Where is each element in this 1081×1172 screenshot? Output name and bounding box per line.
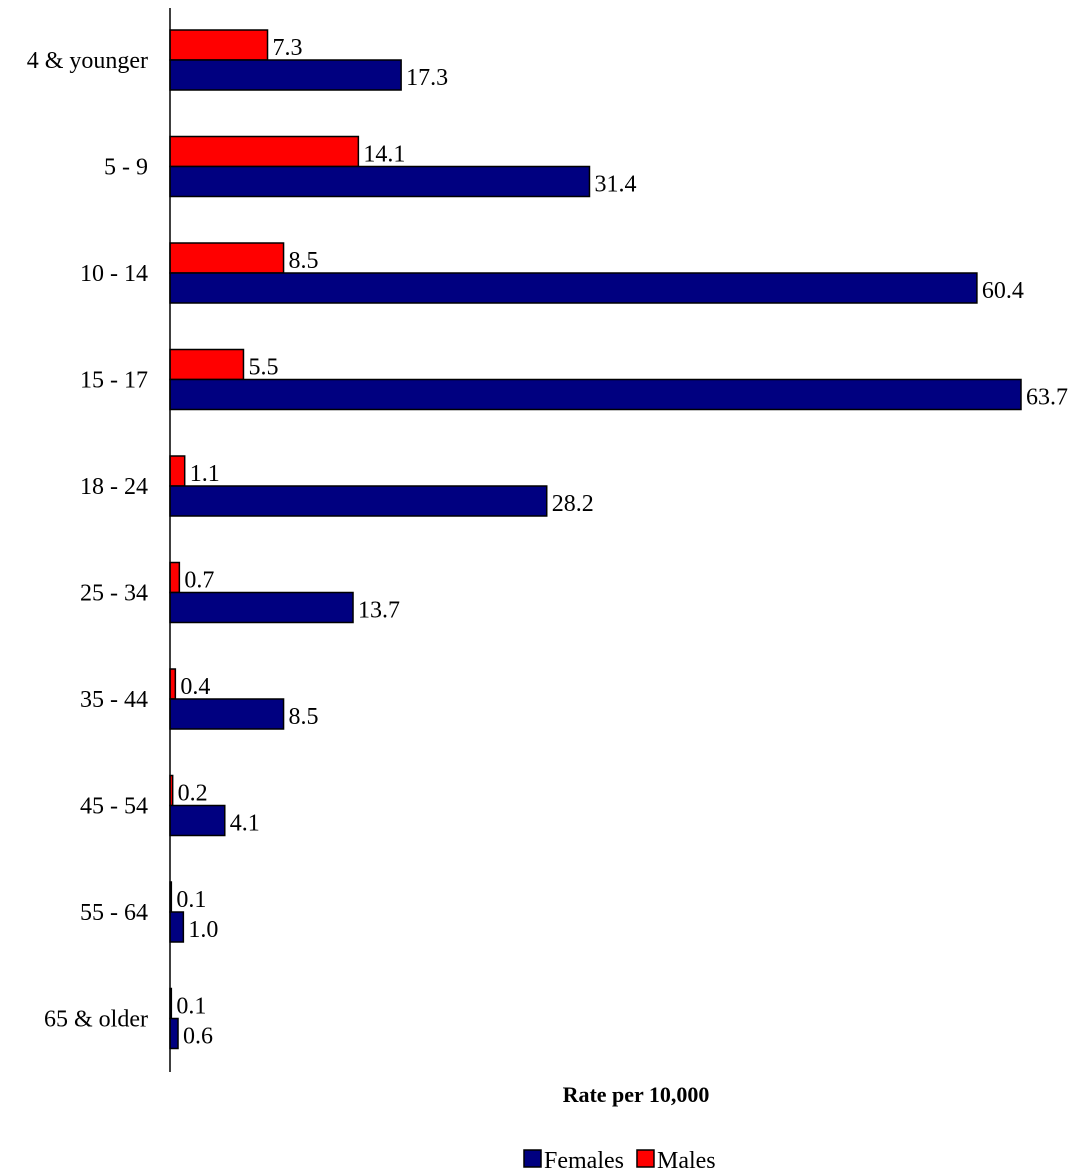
category-label-55-64: 55 - 64: [80, 900, 148, 926]
data-label-males-55-64: 0.1: [176, 887, 206, 913]
bar-females-25-34: [169, 591, 354, 624]
data-label-females-4-younger: 17.3: [406, 65, 448, 91]
data-label-males-10-14: 8.5: [289, 248, 319, 274]
data-label-males-15-17: 5.5: [248, 355, 278, 381]
data-label-females-5-9: 31.4: [594, 172, 636, 198]
data-label-females-45-54: 4.1: [230, 811, 260, 837]
legend-label-females: Females: [544, 1148, 624, 1172]
data-label-males-35-44: 0.4: [180, 674, 210, 700]
data-label-females-25-34: 13.7: [358, 598, 400, 624]
category-label-45-54: 45 - 54: [80, 794, 148, 820]
data-label-males-25-34: 0.7: [184, 568, 214, 594]
data-label-males-5-9: 14.1: [363, 142, 405, 168]
bar-males-25-34: [169, 561, 181, 594]
data-label-females-15-17: 63.7: [1026, 385, 1068, 411]
data-label-males-4-younger: 7.3: [273, 35, 303, 61]
legend-label-males: Males: [657, 1148, 716, 1172]
bar-females-5-9: [169, 165, 591, 198]
category-label-4-younger: 4 & younger: [27, 48, 148, 74]
category-label-18-24: 18 - 24: [80, 474, 148, 500]
data-label-males-45-54: 0.2: [178, 781, 208, 807]
legend-swatch-females: [523, 1149, 542, 1168]
bar-females-45-54: [169, 804, 226, 837]
bar-females-65-older: [169, 1017, 179, 1050]
bar-males-10-14: [169, 242, 285, 274]
bar-females-10-14: [169, 272, 978, 304]
bars-layer: [169, 29, 1022, 1050]
category-label-5-9: 5 - 9: [104, 155, 148, 181]
data-label-females-18-24: 28.2: [552, 491, 594, 517]
bar-males-5-9: [169, 135, 360, 168]
legend: Females Males: [523, 1148, 716, 1172]
category-label-15-17: 15 - 17: [80, 368, 148, 394]
bar-males-35-44: [169, 668, 177, 700]
bar-males-4-younger: [169, 29, 269, 61]
bar-females-55-64: [169, 911, 185, 943]
category-label-25-34: 25 - 34: [80, 581, 148, 607]
data-label-females-35-44: 8.5: [289, 704, 319, 730]
data-label-females-55-64: 1.0: [188, 917, 218, 943]
bar-females-15-17: [169, 378, 1022, 411]
category-label-10-14: 10 - 14: [80, 261, 148, 287]
data-label-males-65-older: 0.1: [176, 994, 206, 1020]
bar-males-15-17: [169, 348, 245, 381]
bar-females-35-44: [169, 698, 285, 730]
labels-layer: 4 & younger 7.3 17.3 5 - 9 14.1 31.4 10 - 14 8.…: [27, 35, 1068, 1050]
bar-females-4-younger: [169, 59, 402, 91]
data-label-females-10-14: 60.4: [982, 278, 1024, 304]
data-label-males-18-24: 1.1: [190, 461, 220, 487]
bar-males-18-24: [169, 455, 186, 487]
x-axis-title: Rate per 10,000: [563, 1082, 710, 1107]
category-label-35-44: 35 - 44: [80, 687, 148, 713]
legend-swatch-males: [636, 1149, 655, 1168]
bar-females-18-24: [169, 485, 548, 517]
data-label-females-65-older: 0.6: [183, 1024, 213, 1050]
category-label-65-older: 65 & older: [44, 1007, 148, 1033]
